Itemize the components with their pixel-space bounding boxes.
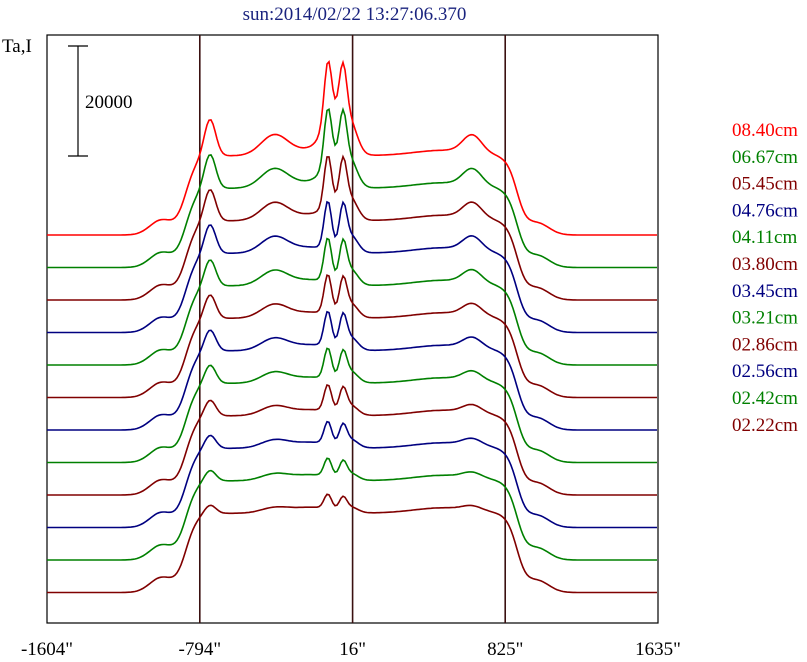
series-line-2 [47,154,657,301]
series-line-3 [47,200,657,334]
x-tick-label-3: 825" [487,639,523,660]
legend-entry-9: 02.56cm [732,361,798,382]
legend-entry-2: 05.45cm [732,174,798,195]
legend-entry-8: 02.86cm [732,334,798,355]
legend-entry-0: 08.40cm [732,120,798,141]
series-line-0 [47,59,657,236]
y-axis-label: Ta,I [2,36,32,57]
legend-entry-11: 02.22cm [732,415,798,436]
x-tick-label-0: -1604" [21,639,73,660]
legend-entry-7: 03.21cm [732,308,798,329]
series-line-10 [47,457,657,561]
x-tick-labels: -1604" -794" 16" 825" 1635" [21,639,681,660]
series-line-1 [47,106,657,269]
series-line-5 [47,274,657,399]
chart-title: sun:2014/02/22 13:27:06.370 [242,4,467,25]
legend-entry-3: 04.76cm [732,200,798,221]
series-line-11 [47,493,657,594]
series-line-9 [47,420,657,529]
scale-bar-label: 20000 [85,92,133,113]
series-curves [47,59,657,594]
series-line-6 [47,310,657,431]
legend-entry-6: 03.45cm [732,281,798,302]
legend-entry-4: 04.11cm [732,227,797,248]
x-tick-label-1: -794" [179,639,222,660]
legend-entry-1: 06.67cm [732,147,798,168]
x-tick-label-2: 16" [339,639,366,660]
vertical-reference-lines [198,35,507,623]
legend-entry-5: 03.80cm [732,254,798,275]
series-line-7 [47,347,657,464]
scale-bar: 20000 [68,45,133,157]
legend: 08.40cm 06.67cm 05.45cm 04.76cm 04.11cm 03.80… [732,120,798,436]
legend-entry-10: 02.42cm [732,388,798,409]
x-tick-label-4: 1635" [635,639,681,660]
series-line-8 [47,383,657,496]
series-line-4 [47,237,657,366]
